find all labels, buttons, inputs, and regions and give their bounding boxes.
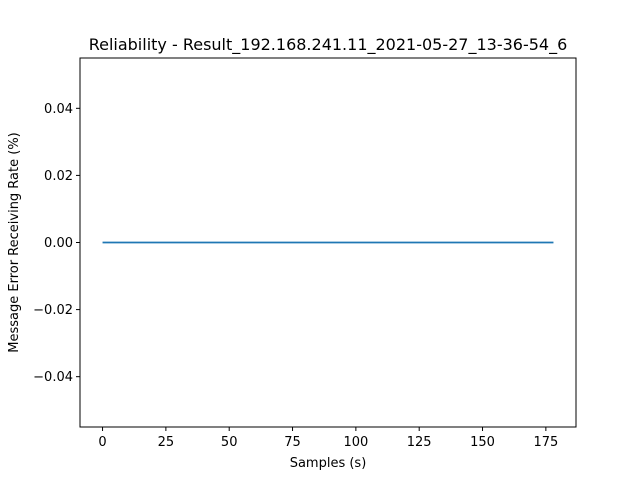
chart-title: Reliability - Result_192.168.241.11_2021…: [89, 35, 568, 55]
y-axis-label: Message Error Receiving Rate (%): [7, 132, 22, 353]
y-tick-label: 0.00: [44, 236, 73, 251]
x-axis-ticks: 0 25 50 75 100 125 150 175: [98, 427, 558, 450]
x-tick-label: 50: [221, 435, 238, 450]
y-tick-label: −0.04: [33, 370, 73, 385]
x-tick-label: 75: [284, 435, 301, 450]
y-tick-label: 0.04: [44, 102, 73, 117]
x-axis-label: Samples (s): [290, 456, 367, 471]
x-tick-label: 100: [343, 435, 368, 450]
x-tick-label: 25: [158, 435, 175, 450]
plot-area: −0.04 −0.02 0.00 0.02 0.04 0 25 50 75 100 125 150 1…: [33, 57, 577, 450]
x-tick-label: 125: [407, 435, 432, 450]
y-axis-ticks: −0.04 −0.02 0.00 0.02 0.04: [33, 102, 80, 385]
x-tick-label: 175: [533, 435, 558, 450]
y-tick-label: −0.02: [33, 303, 73, 318]
x-tick-label: 0: [98, 435, 106, 450]
axes-frame: [79, 57, 577, 428]
x-tick-label: 150: [470, 435, 495, 450]
y-tick-label: 0.02: [44, 169, 73, 184]
